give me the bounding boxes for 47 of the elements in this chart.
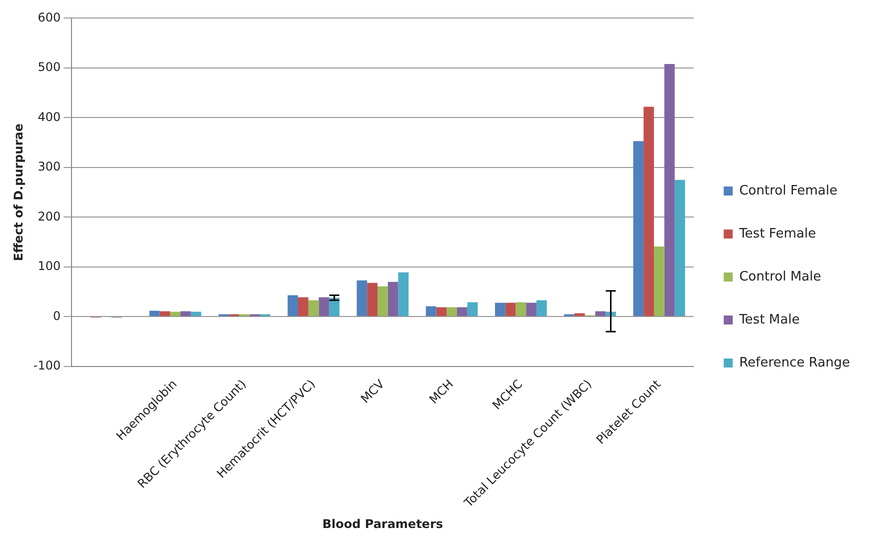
bar — [505, 302, 516, 316]
bar — [436, 307, 447, 316]
legend-label: Control Female — [739, 183, 838, 198]
y-tick-label: -100 — [33, 358, 61, 373]
bar — [190, 312, 202, 316]
bar — [674, 180, 686, 316]
legend-label: Reference Range — [739, 355, 850, 370]
y-tick-label: 200 — [38, 209, 61, 224]
bar — [494, 302, 506, 316]
bar — [318, 297, 330, 316]
y-tick-label: 100 — [38, 259, 61, 274]
bar — [516, 302, 526, 316]
y-tick-label: 600 — [38, 10, 61, 24]
bar — [398, 272, 409, 316]
legend-label: Control Male — [739, 269, 822, 284]
x-axis-title: Blood Parameters — [322, 516, 444, 531]
bar — [526, 302, 536, 316]
bar — [180, 311, 191, 316]
legend-label: Test Female — [738, 226, 816, 242]
bar — [298, 297, 308, 316]
bar — [633, 141, 644, 316]
bar — [377, 286, 388, 316]
bar — [595, 311, 606, 316]
bar — [664, 64, 675, 316]
bar — [356, 280, 368, 316]
y-tick-label: 500 — [38, 60, 61, 74]
bar — [446, 307, 457, 316]
y-axis-title: Effect of D.purpurae — [11, 124, 26, 262]
bar — [308, 300, 319, 316]
bar — [654, 246, 664, 316]
bar — [574, 313, 585, 316]
bar — [644, 106, 654, 316]
bar — [456, 307, 468, 316]
bar — [160, 311, 170, 316]
bar — [329, 298, 340, 316]
y-tick-label: 0 — [52, 308, 61, 323]
bar — [170, 312, 180, 316]
legend-label: Test Male — [738, 312, 800, 328]
bar — [467, 302, 478, 316]
bar — [367, 282, 378, 316]
bar — [536, 300, 547, 316]
bar — [388, 282, 398, 316]
y-tick-label: 400 — [38, 110, 61, 124]
bar — [288, 295, 298, 316]
bar — [149, 310, 160, 316]
y-tick-label: 300 — [38, 160, 61, 174]
bar — [426, 306, 436, 316]
